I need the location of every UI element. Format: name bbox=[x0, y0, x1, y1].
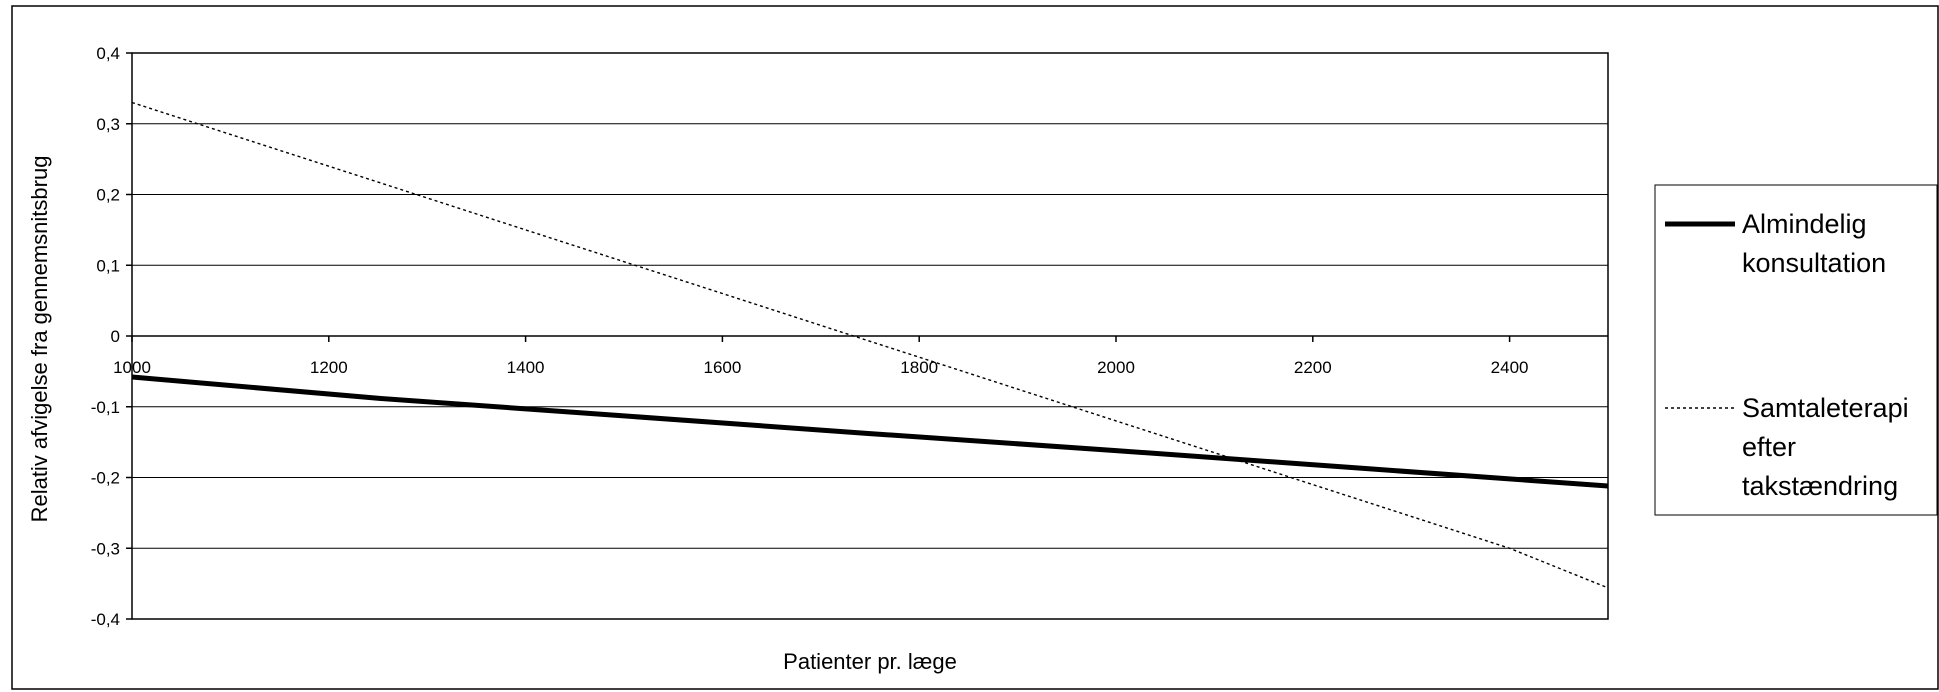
series-line-2 bbox=[131, 101, 1609, 589]
y-tick-label: 0,4 bbox=[96, 44, 120, 63]
legend-label-1: Almindelig bbox=[1742, 209, 1867, 239]
x-axis: 1000 1200 1400 1600 1800 2000 2200 2400 bbox=[113, 335, 1608, 377]
y-tick-label: 0 bbox=[111, 327, 120, 346]
y-axis: 0,4 0,3 0,2 0,1 0 -0,1 -0,2 -0,3 -0,4 bbox=[91, 44, 132, 629]
y-tick-label: -0,1 bbox=[91, 398, 120, 417]
x-tick-label: 2200 bbox=[1294, 358, 1332, 377]
x-tick-label: 1000 bbox=[113, 358, 151, 377]
x-tick-label: 1400 bbox=[507, 358, 545, 377]
legend-label-1: konsultation bbox=[1742, 248, 1886, 278]
y-tick-label: 0,1 bbox=[96, 256, 120, 275]
y-tick-label: 0,3 bbox=[96, 115, 120, 134]
x-axis-title: Patienter pr. læge bbox=[783, 649, 957, 674]
y-tick-label: -0,2 bbox=[91, 469, 120, 488]
x-tick-label: 2000 bbox=[1097, 358, 1135, 377]
x-tick-label: 1800 bbox=[900, 358, 938, 377]
y-tick-label: -0,3 bbox=[91, 539, 120, 558]
legend-box bbox=[1654, 184, 1938, 516]
x-tick-label: 2400 bbox=[1491, 358, 1529, 377]
series-line-1 bbox=[131, 374, 1609, 489]
x-tick-label: 1200 bbox=[310, 358, 348, 377]
x-tick-label: 1600 bbox=[703, 358, 741, 377]
legend-label-2: Samtaleterapi bbox=[1742, 393, 1909, 423]
legend: Almindelig konsultation Samtaleterapi efter… bbox=[1665, 209, 1909, 501]
series-layer bbox=[131, 101, 1609, 589]
y-tick-label: -0,4 bbox=[91, 610, 120, 629]
y-axis-title: Relativ afvigelse fra gennemsnitsbrug bbox=[27, 156, 52, 523]
y-tick-label: 0,2 bbox=[96, 186, 120, 205]
legend-label-2: efter bbox=[1742, 432, 1796, 462]
legend-label-2: takstændring bbox=[1742, 471, 1898, 501]
